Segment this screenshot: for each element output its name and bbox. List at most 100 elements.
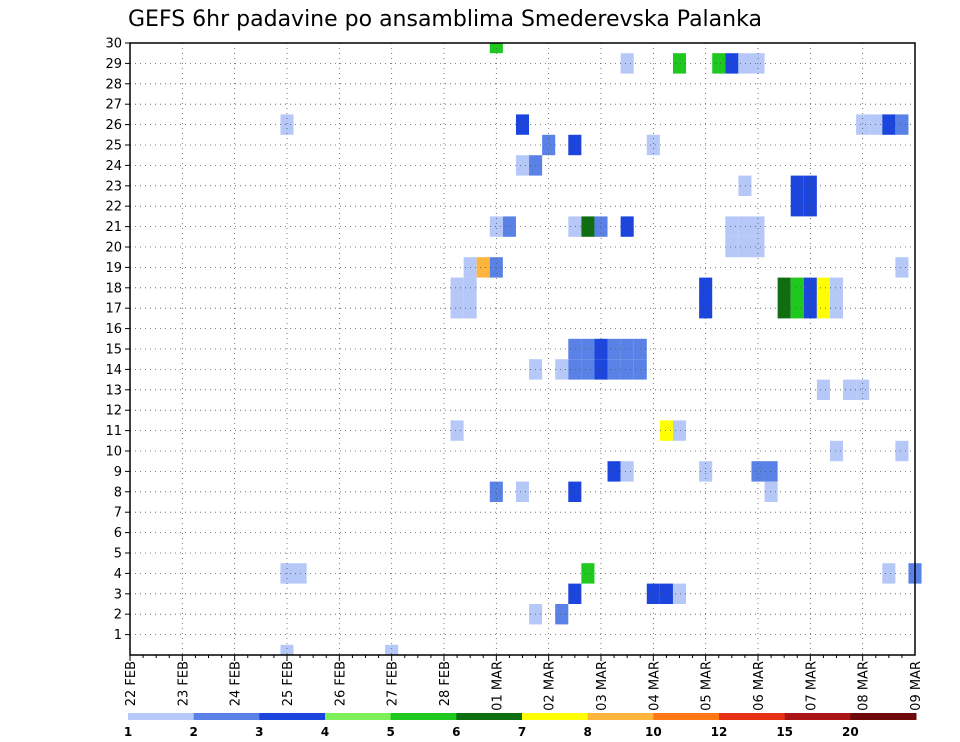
x-tick-label: 24 FEB [229,661,244,706]
colorbar-label: 8 [583,725,591,739]
colorbar-swatch [719,713,786,720]
colorbar-swatch [128,713,195,720]
colorbar-swatch [325,713,392,720]
heatmap-cell [581,338,595,360]
heatmap-cell [620,53,634,74]
y-tick-label: 9 [114,465,122,480]
heatmap-cell [607,359,621,380]
y-axis: 1234567891011121314151617181920212223242… [105,37,130,643]
heatmap-cell [568,134,582,156]
colorbar-swatch [653,713,720,720]
y-tick-label: 2 [114,608,122,623]
heatmap-cell [843,379,857,400]
colorbar-label: 12 [711,725,728,739]
colorbar-label: 10 [645,725,662,739]
heatmap-cell [882,114,896,135]
heatmap-cell [450,298,464,319]
colorbar-label: 6 [452,725,460,739]
colorbar-swatch [784,713,851,720]
colorbar-label: 2 [189,725,197,739]
heatmap-cell [581,563,595,584]
heatmap-cell [555,604,569,625]
colorbar-label: 20 [842,725,859,739]
y-tick-label: 5 [114,547,122,562]
heatmap-cell [620,359,634,380]
heatmap-cell [568,583,582,604]
heatmap-cell [607,461,621,482]
heatmap-cell [816,277,830,298]
heatmap-cell [568,338,582,360]
heatmap-cell [450,277,464,298]
heatmap-cell [581,359,595,380]
heatmap-cell [568,216,582,237]
x-tick-label: 05 MAR [700,661,715,711]
x-tick-label: 01 MAR [490,661,505,711]
heatmap-cell [385,644,399,655]
heatmap-cell [672,420,687,441]
heatmap-cell [829,298,844,319]
heatmap-cell [568,481,582,502]
y-tick-label: 11 [105,424,122,439]
x-tick-label: 23 FEB [176,661,191,706]
heatmap-cell [515,155,530,176]
heatmap-cell [738,236,752,258]
colorbar-swatch [259,713,326,720]
y-tick-label: 21 [105,220,122,235]
heatmap-cell [895,440,909,462]
y-tick-label: 17 [105,302,122,317]
y-tick-label: 14 [105,363,122,378]
heatmap-cell [712,53,726,74]
y-tick-label: 26 [105,118,122,133]
colorbar-swatch [522,713,589,720]
heatmap-cell [816,298,830,319]
heatmap-cell [620,338,634,360]
heatmap-cell [607,338,621,360]
y-tick-label: 10 [105,445,122,460]
heatmap-cell [738,175,752,196]
x-tick-label: 07 MAR [804,661,819,711]
x-tick-label: 26 FEB [333,661,348,706]
heatmap-cell [646,134,660,156]
heatmap-cell [764,481,778,502]
x-tick-label: 03 MAR [595,661,610,711]
x-axis: 22 FEB 23 FEB 24 FEB 25 FEB 26 FEB 27 FEB 28 F… [124,655,924,711]
x-tick-label: 09 MAR [909,661,924,711]
chart-title: GEFS 6hr padavine po ansamblima Smederev… [128,7,762,32]
y-tick-label: 16 [105,322,122,337]
heatmap-cell [856,379,870,400]
heatmap-cell [280,644,294,655]
colorbar-label: 1 [124,725,132,739]
heatmap-cell [672,53,687,74]
y-tick-label: 12 [105,404,122,419]
y-tick-label: 23 [105,179,122,194]
y-tick-label: 27 [105,98,122,113]
heatmap-cell [751,236,765,258]
heatmap-cell [725,216,739,237]
heatmap-cell [659,583,673,604]
y-tick-label: 28 [105,77,122,92]
colorbar-swatch [587,713,654,720]
heatmap-cell [489,481,503,502]
y-tick-label: 19 [105,261,122,276]
grid-lines [130,43,915,655]
y-tick-label: 1 [114,628,122,643]
heatmap-cell [895,257,909,278]
heatmap-cell [882,563,896,584]
y-tick-label: 13 [105,383,122,398]
heatmap-cell [790,196,804,217]
heatmap-cell [790,298,804,319]
heatmap-cell [738,216,752,237]
heatmap-cell [725,236,739,258]
colorbar-swatch [390,713,457,720]
y-tick-label: 25 [105,139,122,154]
heatmap-cell [895,114,909,135]
x-tick-label: 22 FEB [124,661,139,706]
heatmap-cell [489,216,503,237]
heatmap-cell [751,461,765,482]
heatmap-cell [476,257,490,278]
colorbar-label: 4 [321,725,329,739]
heatmap-cell [790,175,804,196]
y-tick-label: 30 [105,37,122,52]
y-tick-label: 18 [105,281,122,296]
